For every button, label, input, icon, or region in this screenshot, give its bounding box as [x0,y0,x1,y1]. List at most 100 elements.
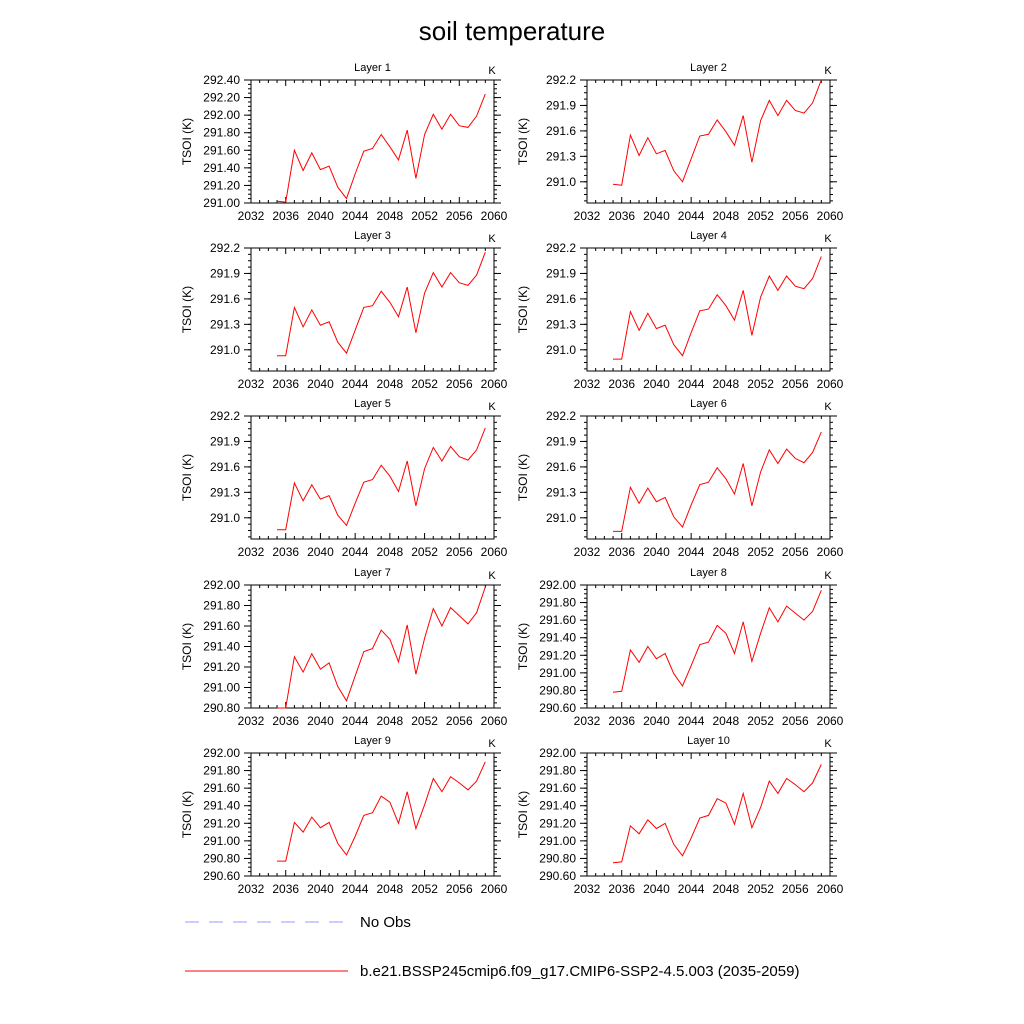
x-tick-label: 2040 [643,882,670,896]
panel-title: Layer 3 [354,230,391,242]
x-tick-label: 2036 [608,882,635,896]
x-tick-label: 2056 [446,882,473,896]
x-tick-label: 2032 [238,545,265,559]
x-tick-label: 2040 [307,882,334,896]
plot-frame [250,247,495,372]
x-tick-label: 2036 [608,209,635,223]
y-tick-label: 291.80 [203,599,240,613]
y-tick-label: 292.20 [203,91,240,105]
y-tick-label: 291.6 [546,124,576,138]
y-tick-label: 292.2 [210,409,240,423]
x-tick-label: 2040 [307,714,334,728]
y-axis-label: TSOI (K) [180,791,194,838]
series-line-layer-6 [613,431,822,532]
y-tick-label: 291.80 [203,764,240,778]
x-tick-label: 2044 [342,377,369,391]
x-tick-label: 2060 [481,545,508,559]
panel-title: Layer 10 [687,735,730,747]
x-tick-label: 2060 [481,714,508,728]
y-tick-label: 291.3 [546,149,576,163]
panel-layer-9: Layer 9 K TSOI (K) 2032 2036 2040 2044 2048 2052… [180,735,508,896]
x-tick-label: 2036 [272,377,299,391]
x-tick-label: 2056 [782,545,809,559]
x-tick-label: 2056 [446,714,473,728]
y-tick-label: 291.20 [203,178,240,192]
x-tick-label: 2048 [377,714,404,728]
x-tick-label: 2052 [411,882,438,896]
x-tick-label: 2036 [608,545,635,559]
x-tick-label: 2040 [307,377,334,391]
units-label: K [488,65,496,77]
y-tick-label: 292.40 [203,73,240,87]
panel-layer-7: Layer 7 K TSOI (K) 2032 2036 2040 2044 2048 2052… [180,567,508,728]
units-label: K [488,570,496,582]
x-tick-label: 2060 [817,545,844,559]
y-tick-label: 292.00 [203,578,240,592]
y-tick-label: 291.00 [203,834,240,848]
x-tick-label: 2048 [713,545,740,559]
y-tick-label: 291.0 [210,343,240,357]
y-tick-label: 291.0 [546,343,576,357]
x-tick-label: 2032 [238,377,265,391]
y-tick-label: 291.20 [539,648,576,662]
x-tick-label: 2052 [411,377,438,391]
x-tick-label: 2044 [342,545,369,559]
y-tick-label: 292.2 [546,241,576,255]
x-tick-label: 2052 [747,209,774,223]
x-tick-label: 2040 [643,377,670,391]
y-tick-label: 291.20 [203,816,240,830]
x-tick-label: 2048 [377,882,404,896]
x-tick-label: 2052 [411,714,438,728]
y-tick-label: 290.80 [203,851,240,865]
y-tick-label: 291.40 [203,640,240,654]
x-tick-label: 2044 [678,209,705,223]
panel-title: Layer 7 [354,567,391,579]
x-tick-label: 2052 [411,209,438,223]
x-tick-label: 2040 [307,545,334,559]
y-tick-label: 291.80 [539,764,576,778]
y-tick-label: 291.9 [210,266,240,280]
panel-title: Layer 1 [354,62,391,74]
x-tick-label: 2044 [678,545,705,559]
x-tick-label: 2048 [377,545,404,559]
x-tick-label: 2036 [272,545,299,559]
y-tick-label: 291.0 [546,175,576,189]
units-label: K [824,233,832,245]
series-line-layer-2 [612,79,822,186]
x-tick-label: 2036 [272,882,299,896]
y-tick-label: 291.40 [203,161,240,175]
y-tick-label: 291.60 [203,781,240,795]
y-tick-label: 290.80 [203,701,240,715]
units-label: K [824,65,832,77]
x-tick-label: 2052 [747,545,774,559]
y-tick-label: 291.6 [546,292,576,306]
y-tick-label: 291.60 [203,143,240,157]
y-tick-label: 291.00 [539,834,576,848]
panel-layer-1: Layer 1 K TSOI (K) 2032 2036 2040 2044 2048 2052… [180,62,508,223]
panel-title: Layer 4 [690,230,727,242]
x-tick-label: 2040 [643,545,670,559]
x-tick-label: 2036 [608,377,635,391]
y-tick-label: 292.00 [203,746,240,760]
series-line-layer-7 [277,586,486,709]
x-tick-label: 2044 [342,714,369,728]
y-tick-label: 292.00 [539,746,576,760]
x-tick-label: 2060 [817,882,844,896]
x-tick-label: 2032 [574,545,601,559]
x-tick-label: 2048 [377,377,404,391]
units-label: K [824,570,832,582]
y-tick-label: 291.40 [203,799,240,813]
x-tick-label: 2060 [817,209,844,223]
panel-layer-6: Layer 6 K TSOI (K) 2032 2036 2040 2044 2048 2052… [516,398,844,559]
x-tick-label: 2040 [643,714,670,728]
y-axis-label: TSOI (K) [180,623,194,670]
units-label: K [488,738,496,750]
y-tick-label: 291.80 [203,126,240,140]
x-tick-label: 2060 [481,882,508,896]
y-axis-label: TSOI (K) [516,791,530,838]
x-tick-label: 2048 [377,209,404,223]
y-axis-label: TSOI (K) [180,118,194,165]
x-tick-label: 2048 [713,882,740,896]
x-tick-label: 2052 [747,882,774,896]
y-tick-label: 291.9 [210,434,240,448]
